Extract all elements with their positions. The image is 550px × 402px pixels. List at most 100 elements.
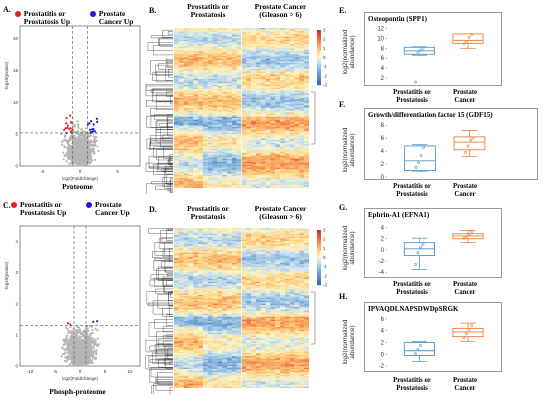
heatmap-cell: [246, 138, 252, 141]
heatmap-cell: [222, 55, 228, 58]
heatmap-cell: [231, 41, 237, 43]
heatmap-cell: [202, 113, 208, 116]
heatmap-cell: [251, 89, 257, 91]
volcano-point: [84, 348, 87, 352]
heatmap-cell: [207, 46, 213, 49]
heatmap-cell: [212, 54, 218, 56]
heatmap-cell: [188, 52, 194, 55]
heatmap-cell: [227, 57, 232, 59]
volcano-point: [71, 332, 74, 335]
heatmap-cell: [212, 45, 218, 47]
heatmap-cell: [270, 147, 276, 149]
heatmap-cell: [280, 106, 285, 109]
heatmap-cell: [299, 87, 305, 90]
heatmap-cell: [284, 61, 290, 63]
heatmap-cell: [251, 42, 257, 45]
heatmap-cell: [212, 140, 218, 142]
heatmap-cell: [289, 124, 295, 126]
heatmap-cell: [212, 118, 218, 120]
heatmap-cell: [217, 128, 223, 130]
heatmap-cell: [198, 112, 203, 114]
heatmap-cell: [178, 55, 184, 58]
heatmap-cell: [275, 87, 281, 90]
heatmap-cell: [236, 137, 242, 139]
heatmap-cell: [174, 142, 179, 145]
heatmap-cell: [188, 76, 194, 78]
heatmap-cell: [174, 128, 179, 130]
volcano-point: [96, 145, 99, 148]
heatmap-cell: [212, 128, 218, 130]
heatmap-cell: [231, 157, 237, 159]
heatmap-cell: [284, 148, 290, 151]
volcano-point: [86, 332, 89, 336]
heatmap-cell: [174, 141, 179, 143]
y-axis-label: -log10(pvalue): [4, 61, 9, 90]
heatmap-cell: [246, 92, 252, 94]
heatmap-cell: [236, 38, 242, 40]
heatmap-cell: [227, 49, 232, 52]
heatmap-cell: [294, 97, 300, 100]
heatmap-cell: [188, 156, 194, 158]
dendrogram-branch: [150, 60, 173, 75]
heatmap-cell: [174, 94, 179, 97]
heatmap-cell: [207, 158, 213, 161]
heatmap-cell: [188, 55, 194, 58]
heatmap-cell: [299, 148, 305, 151]
heatmap-cell: [193, 42, 199, 45]
heatmap-cell: [227, 84, 232, 87]
heatmap-cell: [227, 108, 232, 110]
heatmap-cell: [231, 109, 237, 111]
heatmap-cell: [255, 42, 261, 45]
heatmap-cell: [255, 30, 261, 33]
heatmap-cell: [260, 76, 266, 78]
heatmap-cell: [260, 60, 266, 62]
heatmap-cell: [275, 112, 281, 114]
heatmap-cell: [227, 112, 232, 114]
heatmap-cell: [260, 151, 266, 154]
dendrogram-branch: [155, 120, 173, 133]
heatmap-cell: [299, 150, 305, 152]
heatmap-cell: [246, 153, 252, 155]
heatmap-cell: [202, 93, 208, 95]
heatmap-cell: [241, 97, 247, 100]
heatmap-cell: [217, 106, 223, 109]
heatmap-cell: [241, 109, 247, 111]
heatmap-cell: [236, 125, 242, 127]
heatmap-cell: [260, 52, 266, 55]
heatmap-cell: [304, 93, 310, 95]
heatmap-cell: [260, 153, 266, 155]
heatmap-cell: [236, 35, 242, 37]
heatmap-cell: [227, 33, 232, 36]
heatmap-cell: [236, 109, 242, 111]
heatmap-cell: [275, 126, 281, 129]
heatmap-cell: [294, 122, 300, 125]
heatmap-cell: [198, 154, 203, 157]
heatmap-cell: [275, 97, 281, 100]
heatmap-cell: [284, 124, 290, 126]
heatmap-cell: [193, 134, 199, 136]
heatmap-cell: [284, 153, 290, 155]
heatmap-cell: [294, 140, 300, 142]
heatmap-cell: [212, 57, 218, 59]
volcano-point: [83, 130, 86, 134]
volcano-point: [78, 348, 82, 351]
heatmap-cell: [202, 39, 208, 42]
heatmap-cell: [202, 132, 208, 135]
heatmap-cell: [246, 96, 252, 98]
heatmap-cell: [217, 94, 223, 97]
heatmap-cell: [284, 119, 290, 122]
volcano-point: [87, 348, 91, 351]
heatmap-cell: [255, 118, 261, 120]
heatmap-cell: [260, 125, 266, 127]
heatmap-cell: [198, 150, 203, 152]
heatmap-cell: [178, 44, 184, 46]
heatmap-cell: [270, 74, 276, 77]
heatmap-cell: [188, 93, 194, 95]
heatmap-cell: [188, 158, 194, 161]
heatmap-cell: [275, 142, 281, 145]
heatmap-cell: [183, 115, 189, 117]
volcano-point: [69, 343, 72, 346]
heatmap-cell: [236, 158, 242, 161]
volcano-point: [79, 343, 82, 346]
heatmap-cell: [275, 96, 281, 98]
